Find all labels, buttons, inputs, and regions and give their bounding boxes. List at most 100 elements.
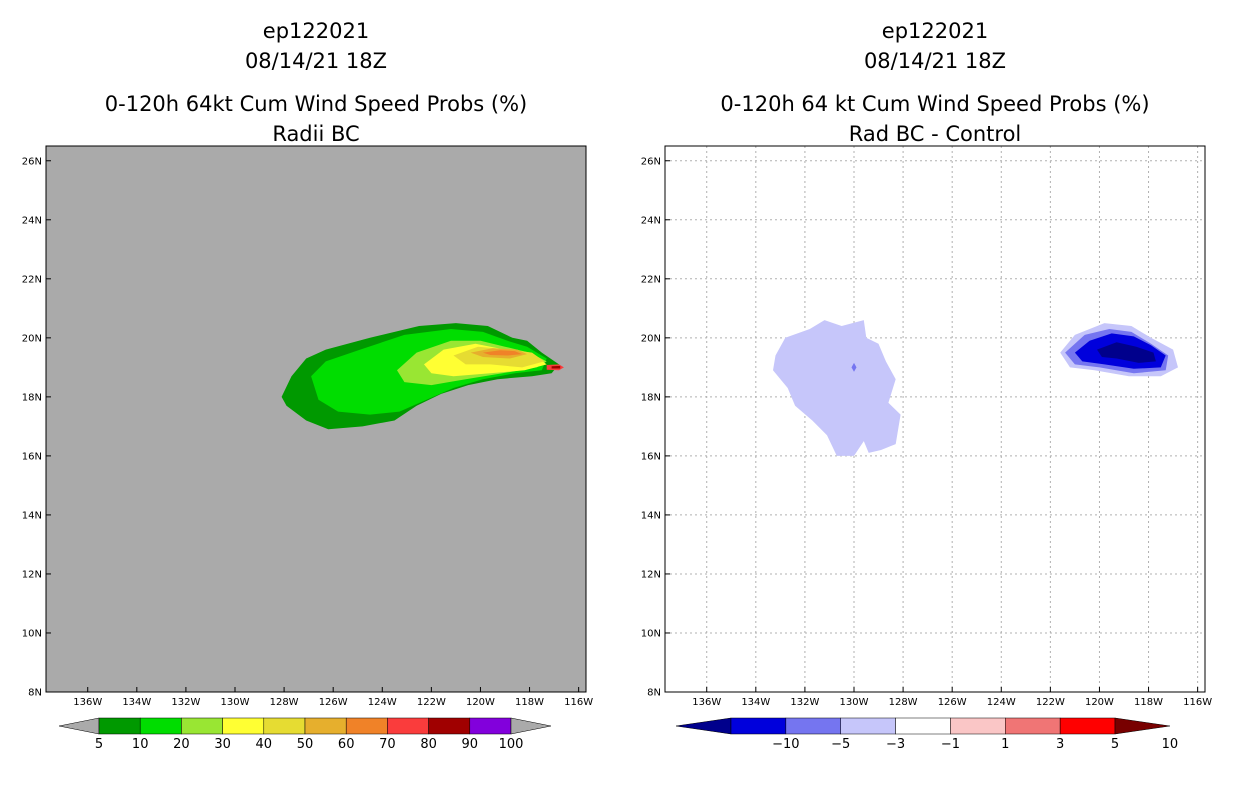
left-y-tick-label: 26N (22, 156, 42, 167)
right-x-tick-label: 136W (692, 697, 721, 708)
right-colorbar-label: 10 (1162, 737, 1179, 752)
left-colorbar-label: 10 (132, 737, 149, 752)
right-x-tick-label: 130W (840, 697, 869, 708)
left-contour-6 (482, 350, 523, 356)
left-colorbar-label: 50 (297, 737, 314, 752)
right-title-block: ep122021 08/14/21 18Z 0-120h 64 kt Cum W… (665, 16, 1205, 149)
right-panel-group: 136W 134W 132W 130W 128W 126W 124W 122W 120W 118W… (641, 145, 1212, 752)
left-contour-3 (424, 343, 547, 377)
left-y-tick-label: 18N (22, 392, 42, 403)
left-colorbar-swatch (98, 717, 141, 735)
left-contour-2 (397, 340, 547, 386)
left-x-tick-label: 126W (319, 697, 348, 708)
left-y-tick-label: 14N (22, 510, 42, 521)
left-x-tick-label: 124W (368, 697, 397, 708)
left-plot-frame (45, 145, 587, 693)
left-colorbar-swatch (181, 717, 223, 735)
right-y-tick-label: 12N (641, 569, 661, 580)
left-colorbar-under-arrow (58, 717, 100, 735)
left-colorbar-label: 80 (420, 737, 437, 752)
left-colorbar-over-arrow (510, 717, 552, 735)
left-y-tick-label: 10N (22, 628, 42, 639)
left-colorbar-swatch (222, 717, 265, 735)
right-contour-0 (773, 320, 901, 456)
right-x-tick-label: 124W (987, 697, 1016, 708)
right-y-tick-label: 8N (647, 688, 661, 699)
left-colorbar-swatch (428, 717, 471, 735)
right-x-tick-label: 128W (889, 697, 918, 708)
left-y-tick-label: 24N (22, 215, 42, 226)
right-y-tick-label: 10N (641, 628, 661, 639)
right-contour-2 (1065, 329, 1169, 374)
right-y-tick-label: 20N (641, 333, 661, 344)
left-contour-4 (453, 346, 545, 368)
right-colorbar-label: −1 (941, 737, 960, 752)
left-colorbar-swatch (263, 717, 306, 735)
right-colorbar-label: −5 (831, 737, 850, 752)
right-title-line-4: Rad BC - Control (848, 122, 1022, 146)
left-x-tick-label: 128W (270, 697, 299, 708)
left-colorbar-label: 70 (379, 737, 396, 752)
right-y-tick-label: 18N (641, 392, 661, 403)
left-x-tick-label: 130W (221, 697, 250, 708)
left-y-tick-label: 22N (22, 274, 42, 285)
right-colorbar-swatch (1005, 717, 1061, 735)
left-contour-5 (470, 348, 528, 359)
left-colorbar-label: 5 (95, 737, 103, 752)
left-x-tick-label: 116W (564, 697, 593, 708)
left-x-tick-label: 136W (73, 697, 102, 708)
left-x-tick-label: 132W (171, 697, 200, 708)
left-colorbar-label: 100 (499, 737, 524, 752)
left-title-line-3: 0-120h 64kt Cum Wind Speed Probs (%) (104, 92, 528, 116)
right-x-tick-label: 122W (1036, 697, 1065, 708)
right-y-tick-label: 24N (641, 215, 661, 226)
right-y-tick-label: 14N (641, 510, 661, 521)
right-colorbar-swatch (785, 717, 841, 735)
right-colorbar-swatch (730, 717, 787, 735)
left-title-line-2: 08/14/21 18Z (244, 49, 388, 73)
left-colorbar-swatch (387, 717, 429, 735)
left-x-tick-label: 120W (466, 697, 495, 708)
right-y-tick-label: 16N (641, 451, 661, 462)
right-colorbar: −10 −5 −3 −1 1 3 5 10 (675, 717, 1179, 752)
left-x-tick-label: 122W (417, 697, 446, 708)
right-contour-3 (1074, 333, 1166, 369)
left-x-tick-label: 118W (515, 697, 544, 708)
right-colorbar-swatch (950, 717, 1006, 735)
right-colorbar-swatch (840, 717, 896, 735)
left-colorbar-swatch (304, 717, 347, 735)
right-title-line-2: 08/14/21 18Z (863, 49, 1007, 73)
left-colorbar-label: 20 (173, 737, 190, 752)
right-x-tick-label: 120W (1085, 697, 1114, 708)
left-plot-background (46, 146, 586, 692)
right-colorbar-swatch (895, 717, 951, 735)
left-panel-group: 136W 134W 132W 130W 128W 126W 124W 122W 120W 118W… (22, 145, 593, 752)
right-x-tick-label: 116W (1183, 697, 1212, 708)
left-colorbar-label: 60 (338, 737, 355, 752)
right-y-tick-label: 26N (641, 156, 661, 167)
left-colorbar-label: 30 (214, 737, 231, 752)
left-y-tick-label: 8N (28, 688, 42, 699)
right-contour-4 (1097, 342, 1156, 363)
right-title-line-3: 0-120h 64 kt Cum Wind Speed Probs (%) (720, 92, 1150, 116)
left-title-line-1: ep122021 (262, 19, 370, 43)
left-y-tick-label: 20N (22, 333, 42, 344)
left-contour-7 (546, 364, 564, 371)
left-y-tick-label: 16N (22, 451, 42, 462)
right-x-tick-label: 118W (1134, 697, 1163, 708)
left-colorbar: 5 10 20 30 40 50 60 70 80 90 100 (58, 717, 552, 752)
right-colorbar-over-arrow (1114, 717, 1171, 735)
right-contour-1 (1060, 323, 1178, 377)
left-colorbar-swatch (469, 717, 512, 735)
right-colorbar-swatch (1059, 717, 1116, 735)
right-colorbar-label: 3 (1056, 737, 1064, 752)
left-y-tick-label: 12N (22, 569, 42, 580)
right-plot-background (665, 146, 1205, 692)
left-colorbar-label: 40 (256, 737, 273, 752)
right-colorbar-label: −10 (772, 737, 799, 752)
right-colorbar-label: −3 (886, 737, 905, 752)
left-contour-0 (281, 323, 559, 430)
right-x-tick-label: 126W (938, 697, 967, 708)
right-y-tick-label: 22N (641, 274, 661, 285)
left-colorbar-swatch (345, 717, 388, 735)
